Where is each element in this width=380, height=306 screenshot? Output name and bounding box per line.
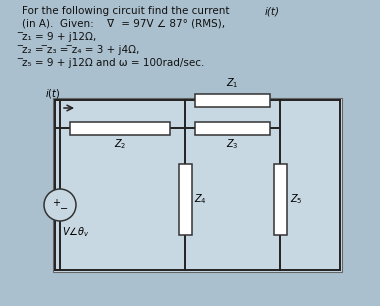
- Text: = 97V ∠ 87° (RMS),: = 97V ∠ 87° (RMS),: [118, 19, 225, 29]
- Bar: [53, 98, 342, 272]
- Text: $Z_1$: $Z_1$: [226, 77, 239, 91]
- Text: For the following circuit find the current: For the following circuit find the curre…: [22, 6, 233, 16]
- Text: −: −: [60, 204, 68, 214]
- Text: (in A).  Given:: (in A). Given:: [22, 19, 100, 29]
- Text: ̅z₅ = 9 + j12Ω and ω = 100rad/sec.: ̅z₅ = 9 + j12Ω and ω = 100rad/sec.: [22, 58, 204, 68]
- Text: ̅z₁ = 9 + j12Ω,: ̅z₁ = 9 + j12Ω,: [22, 32, 96, 42]
- Text: +: +: [52, 198, 60, 208]
- Text: $i(t)$: $i(t)$: [45, 87, 60, 100]
- Text: ̅z₂ = ̅z₃ = ̅z₄ = 3 + j4Ω,: ̅z₂ = ̅z₃ = ̅z₄ = 3 + j4Ω,: [22, 45, 139, 55]
- Text: i(t): i(t): [265, 6, 280, 16]
- Text: V̅: V̅: [107, 19, 114, 29]
- Text: $Z_4$: $Z_4$: [195, 192, 207, 206]
- Bar: [179, 163, 192, 234]
- Text: $Z_5$: $Z_5$: [290, 192, 302, 206]
- Circle shape: [44, 189, 76, 221]
- Text: $Z_3$: $Z_3$: [226, 137, 239, 151]
- Bar: [274, 163, 287, 234]
- Text: $V\angle\theta_v$: $V\angle\theta_v$: [62, 225, 89, 239]
- Bar: [70, 121, 170, 135]
- Text: $Z_2$: $Z_2$: [114, 137, 126, 151]
- Bar: [195, 94, 270, 106]
- Bar: [195, 121, 270, 135]
